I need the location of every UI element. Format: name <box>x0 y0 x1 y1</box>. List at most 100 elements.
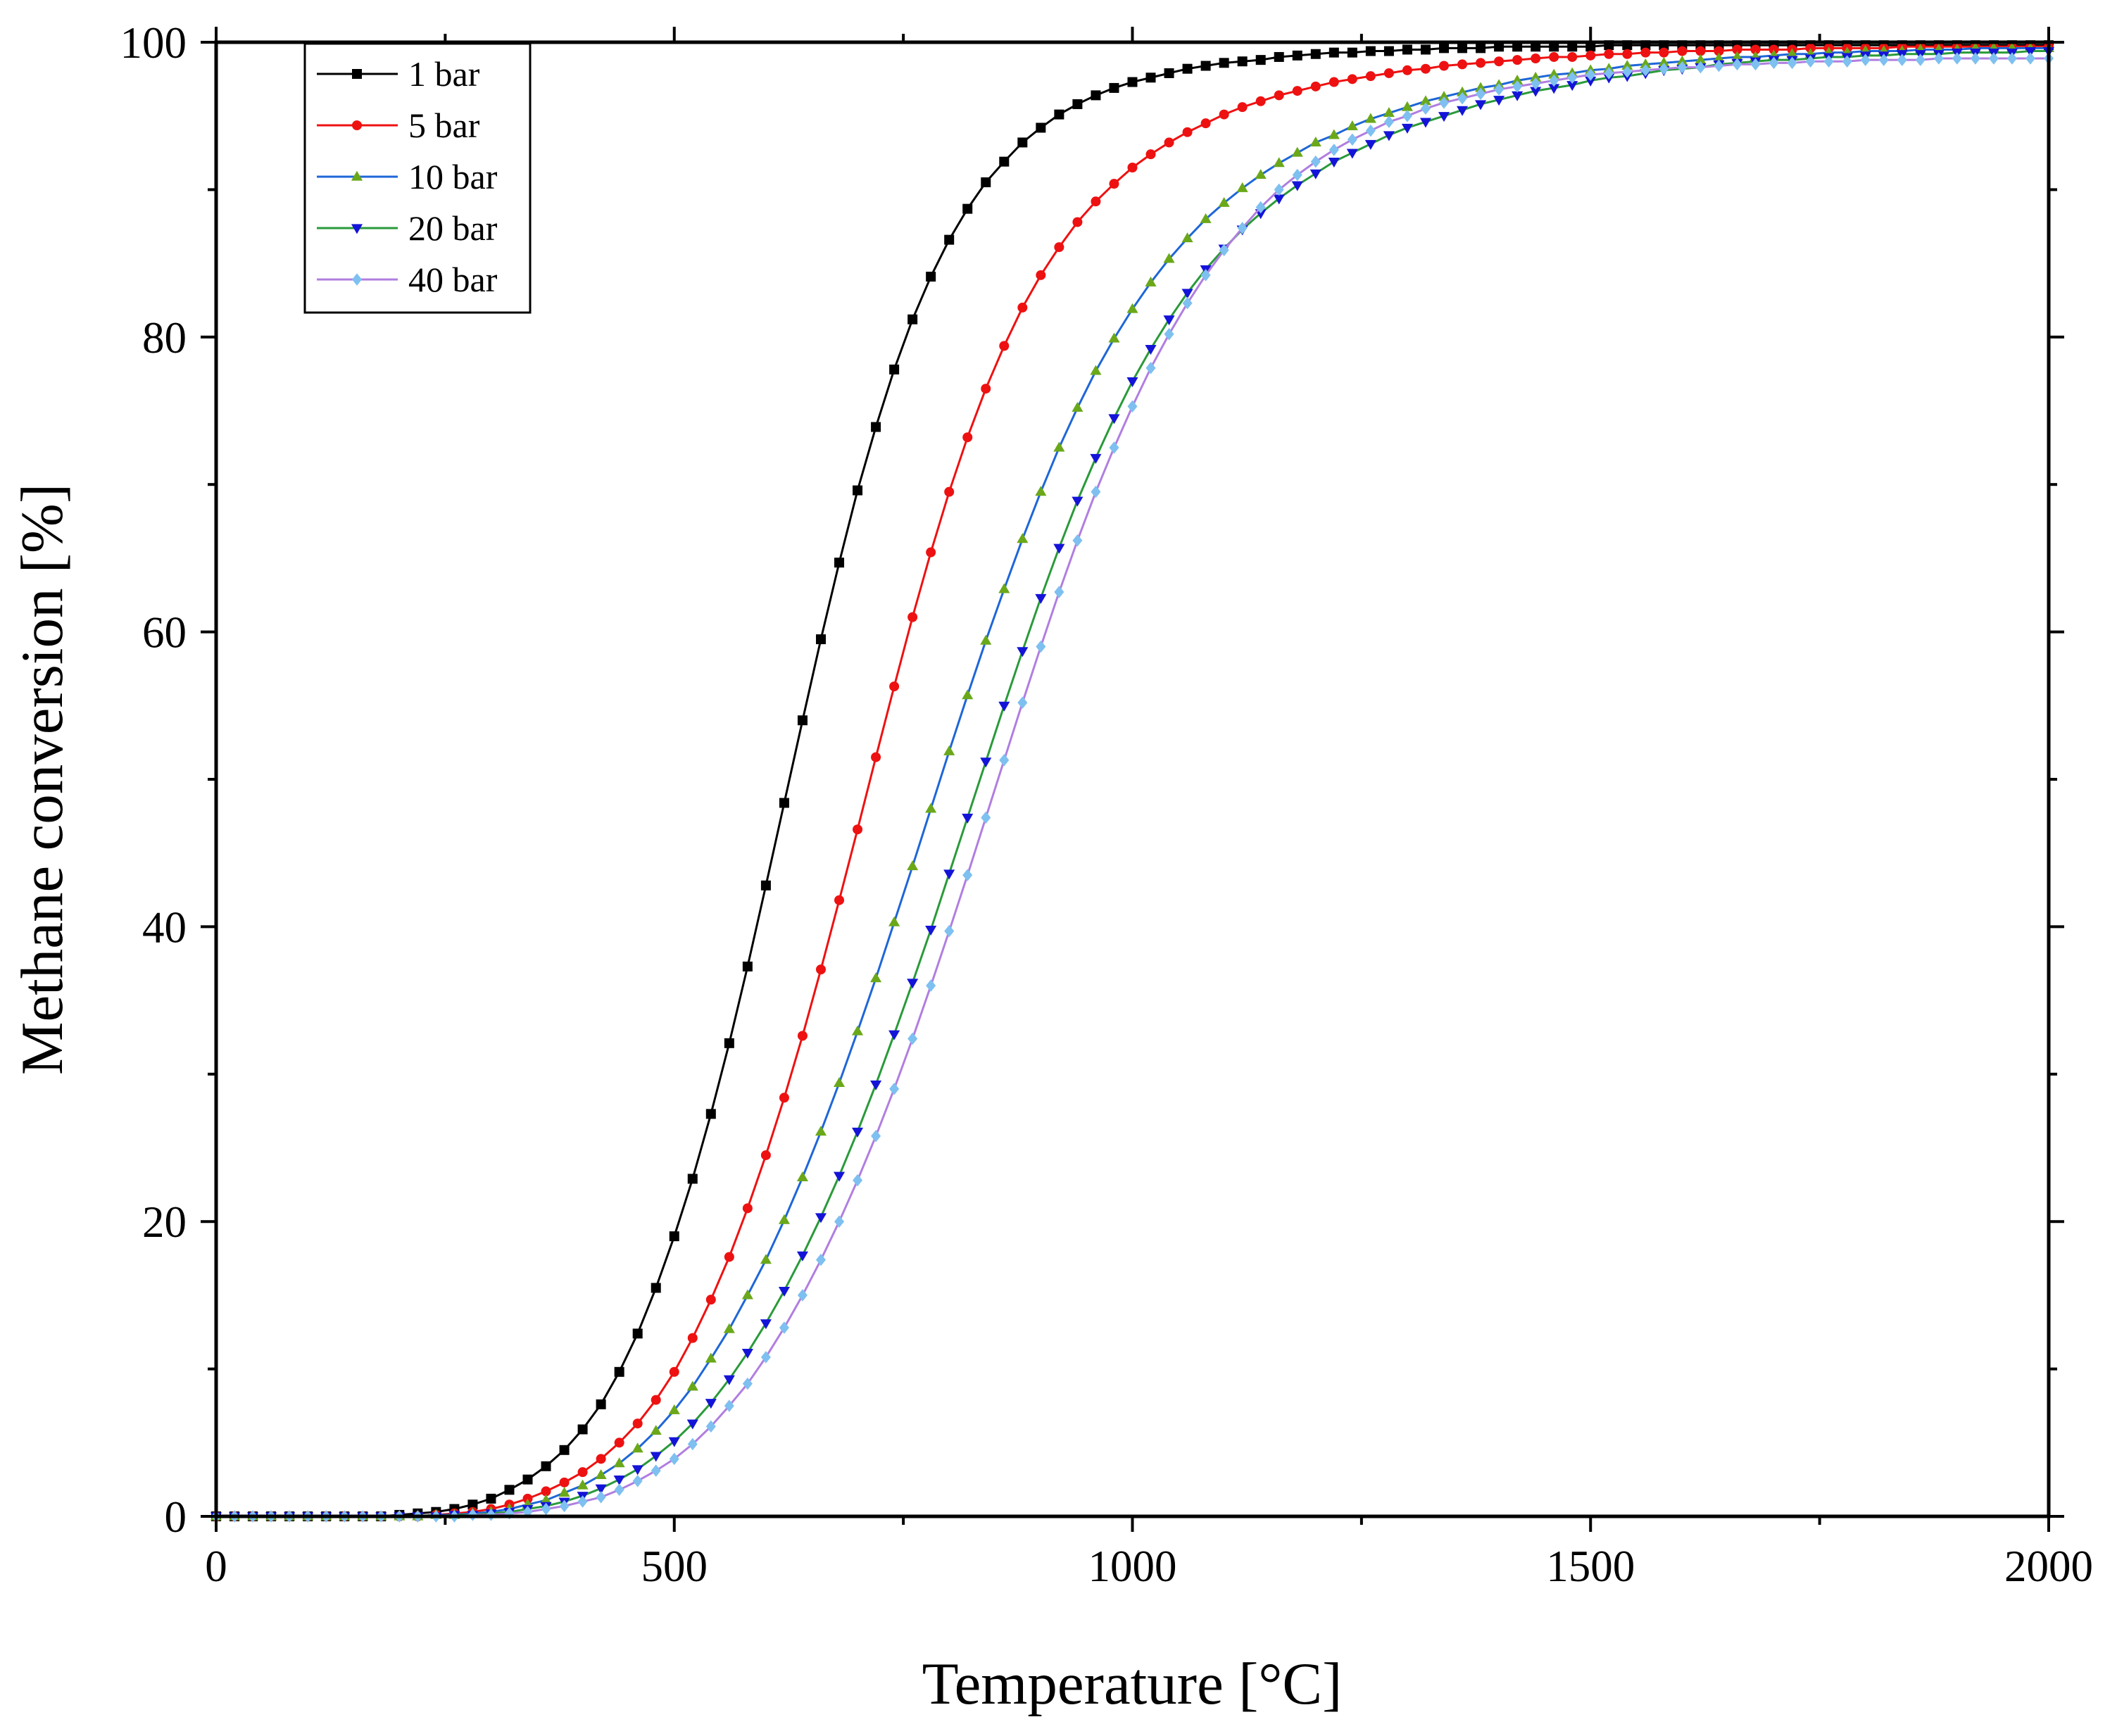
data-point <box>1255 96 1266 106</box>
data-point <box>1328 77 1339 87</box>
data-point <box>871 752 881 762</box>
data-point <box>1036 122 1046 133</box>
data-point <box>669 1366 679 1377</box>
data-point <box>705 1399 717 1409</box>
data-point <box>1878 54 1889 66</box>
data-point <box>1805 55 1816 68</box>
data-point <box>1164 137 1174 148</box>
data-point <box>724 1252 734 1262</box>
data-point <box>907 314 918 325</box>
data-point <box>1182 63 1193 74</box>
data-point <box>613 1476 625 1486</box>
data-point <box>1365 71 1376 82</box>
data-point <box>541 1461 551 1471</box>
data-point <box>1676 55 1688 65</box>
data-point <box>888 916 900 926</box>
data-point <box>687 1333 698 1343</box>
data-point <box>1622 65 1633 78</box>
data-point <box>650 1425 662 1435</box>
data-point <box>486 1493 496 1504</box>
data-point <box>1493 96 1505 106</box>
data-point <box>1237 56 1248 67</box>
data-point <box>687 1438 698 1451</box>
data-point <box>596 1399 606 1409</box>
data-point <box>577 1424 588 1435</box>
axis-ticks: 0 500 1000 1500 2000 0 20 40 60 80 100 <box>120 18 2094 1591</box>
data-point <box>1512 75 1524 85</box>
legend-label: 40 bar <box>408 260 498 299</box>
y-tick-label: 60 <box>142 608 187 658</box>
data-point <box>1585 50 1596 61</box>
data-point <box>962 869 973 881</box>
y-tick-label: 100 <box>120 18 187 68</box>
data-point <box>705 1109 716 1119</box>
data-point <box>1769 56 1779 70</box>
legend-box <box>303 42 532 314</box>
legend-item: 20 bar <box>317 208 498 248</box>
data-point <box>962 813 974 824</box>
data-point <box>1200 213 1212 223</box>
data-point <box>1512 42 1523 52</box>
data-point <box>1017 137 1028 148</box>
data-point <box>1274 51 1284 62</box>
data-point <box>1640 64 1651 77</box>
data-point <box>1328 158 1340 168</box>
data-point <box>1291 181 1303 191</box>
data-point <box>1017 302 1028 313</box>
y-tick-label: 40 <box>142 902 187 952</box>
series-40-bar <box>211 52 2054 1523</box>
data-point <box>1439 43 1450 54</box>
data-point <box>1659 62 1669 75</box>
data-point <box>596 1491 606 1504</box>
data-point <box>668 1437 680 1447</box>
data-point <box>1108 332 1120 343</box>
data-point <box>797 1289 808 1302</box>
data-point <box>796 1251 809 1262</box>
data-point <box>1274 183 1284 196</box>
data-point <box>1457 59 1468 70</box>
data-point <box>760 880 771 891</box>
data-point <box>853 1174 863 1187</box>
data-point <box>1036 640 1046 653</box>
data-point <box>981 177 991 187</box>
data-point <box>541 1502 551 1516</box>
data-point <box>632 1465 643 1476</box>
data-point <box>1549 51 1559 62</box>
data-point <box>815 1213 827 1224</box>
data-point <box>1842 55 1852 68</box>
data-point <box>1365 124 1376 137</box>
data-point <box>1438 91 1450 101</box>
data-point <box>1457 43 1468 54</box>
data-point <box>1567 42 1578 52</box>
data-point <box>1200 118 1211 129</box>
data-point <box>925 925 937 936</box>
data-point <box>833 1171 846 1182</box>
legend-label: 5 bar <box>408 106 480 145</box>
data-point <box>613 1457 625 1468</box>
data-point <box>1512 91 1524 101</box>
data-point <box>1494 83 1504 96</box>
legend-swatch-marker <box>352 69 362 79</box>
data-point <box>1531 77 1541 90</box>
data-point <box>559 1477 570 1487</box>
data-point <box>1219 58 1229 68</box>
legend-swatch-marker <box>351 224 363 234</box>
data-point <box>1109 441 1119 454</box>
data-point <box>1401 123 1413 134</box>
data-point <box>1347 47 1357 58</box>
y-tick-label: 80 <box>142 313 187 363</box>
data-point <box>1273 157 1285 168</box>
data-point <box>1054 109 1064 120</box>
x-tick-label: 2000 <box>2004 1542 2093 1591</box>
data-point <box>1567 51 1578 62</box>
data-point <box>1053 543 1065 554</box>
data-point <box>1640 58 1652 69</box>
data-point <box>1291 146 1303 157</box>
data-point <box>1364 113 1376 123</box>
data-point <box>1292 86 1302 96</box>
data-point <box>651 1283 661 1293</box>
data-point <box>760 1150 771 1160</box>
data-point <box>687 1174 698 1184</box>
data-point <box>1347 133 1357 146</box>
